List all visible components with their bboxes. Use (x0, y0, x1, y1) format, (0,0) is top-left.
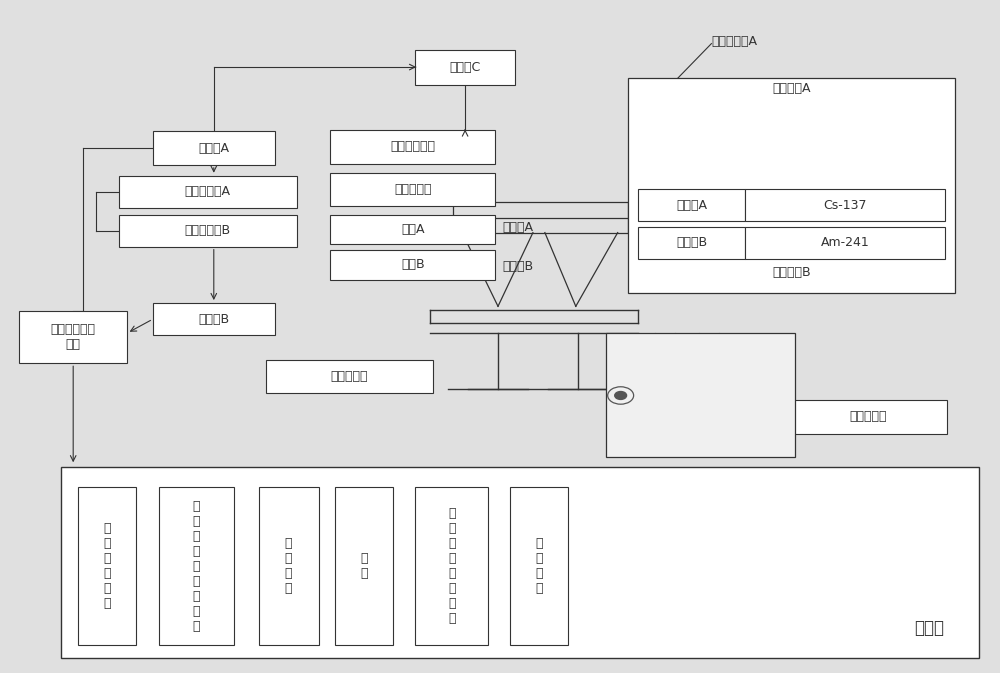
Bar (638, 227, 745, 258)
Bar (335, 487, 393, 645)
Text: Cs-137: Cs-137 (823, 199, 867, 211)
Bar (330, 215, 495, 244)
Bar (159, 487, 234, 645)
Text: 测量位出口: 测量位出口 (331, 370, 368, 383)
Text: 准直孔A: 准直孔A (676, 199, 707, 211)
Bar (330, 173, 495, 207)
Text: 硅漂移探测器: 硅漂移探测器 (390, 141, 435, 153)
Bar (745, 189, 945, 221)
Text: 煤样仓A: 煤样仓A (502, 221, 533, 234)
Text: 电
源: 电 源 (361, 552, 368, 580)
Bar (330, 250, 495, 279)
Text: 有机玻璃窗A: 有机玻璃窗A (711, 35, 757, 48)
Text: 源防护体B: 源防护体B (772, 267, 811, 279)
Text: 信
号
传
输
系
统: 信 号 传 输 系 统 (103, 522, 111, 610)
Text: 挡板A: 挡板A (401, 223, 424, 236)
Text: 显
示
系
统: 显 示 系 统 (535, 537, 543, 595)
Bar (61, 467, 979, 658)
Bar (19, 311, 127, 363)
Bar (745, 227, 945, 258)
Bar (330, 130, 495, 164)
Bar (789, 400, 947, 433)
Text: 放大器B: 放大器B (198, 312, 229, 326)
Text: 煤
炭
流
量
控
制
系
统: 煤 炭 流 量 控 制 系 统 (448, 507, 455, 625)
Text: 放大器A: 放大器A (198, 142, 229, 155)
Text: 煤样仓B: 煤样仓B (502, 260, 533, 273)
Text: 准直孔B: 准直孔B (676, 236, 707, 249)
Text: 多道数据分析
谱仪: 多道数据分析 谱仪 (51, 323, 96, 351)
Bar (628, 79, 955, 293)
Text: 数
据
处
理
及
解
谱
系
统: 数 据 处 理 及 解 谱 系 统 (193, 499, 200, 633)
Text: 射线探测器B: 射线探测器B (185, 224, 231, 237)
Bar (153, 303, 275, 335)
Bar (78, 487, 136, 645)
Bar (606, 333, 795, 457)
Bar (119, 215, 297, 247)
Text: 放大器C: 放大器C (449, 61, 481, 74)
Bar (266, 360, 433, 394)
Text: 测量位入口: 测量位入口 (394, 183, 431, 197)
Bar (415, 487, 488, 645)
Bar (259, 487, 319, 645)
Bar (510, 487, 568, 645)
Text: 源防护体A: 源防护体A (772, 82, 810, 95)
Text: 挡板B: 挡板B (401, 258, 425, 271)
Circle shape (615, 392, 627, 400)
Bar (638, 189, 745, 221)
Bar (119, 176, 297, 208)
Text: Am-241: Am-241 (821, 236, 869, 249)
Bar (415, 50, 515, 85)
Text: 射线探测器A: 射线探测器A (185, 185, 231, 199)
Text: 电控柜: 电控柜 (914, 619, 944, 637)
Bar (153, 131, 275, 165)
Text: 有机玻璃窗B: 有机玻璃窗B (725, 359, 771, 371)
Text: 卸灰阀系统: 卸灰阀系统 (849, 411, 887, 423)
Text: 主
控
系
统: 主 控 系 统 (285, 537, 292, 595)
